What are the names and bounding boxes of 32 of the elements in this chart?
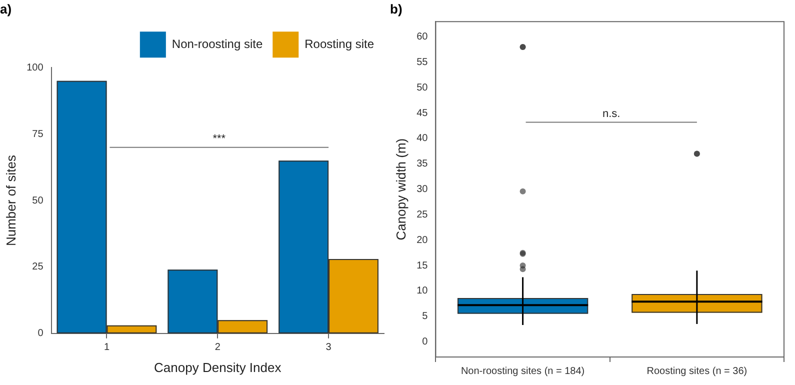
- y-tick-label: 40: [416, 133, 428, 144]
- y-tick-label: 15: [416, 260, 428, 272]
- chart-title: a): [0, 1, 12, 16]
- y-tick-label: 30: [416, 184, 428, 196]
- annotation: n.s.: [602, 108, 620, 120]
- y-axis-title: Number of sites: [3, 154, 18, 246]
- y-tick-label: 55: [416, 57, 428, 68]
- y-tick-label: 5: [422, 311, 428, 322]
- x-axis-title: Canopy Density Index: [154, 360, 282, 375]
- x-tick-label: Roosting sites (n = 36): [646, 366, 748, 377]
- y-tick-label: 0: [38, 328, 44, 340]
- legend-label: Non-roosting site: [172, 36, 263, 51]
- x-tick-label: 2: [214, 342, 221, 354]
- y-tick-label: 50: [416, 82, 428, 94]
- y-tick-label: 0: [422, 336, 428, 348]
- y-tick-label: 45: [416, 108, 428, 119]
- chart-title: b): [390, 1, 402, 16]
- legend-label: Roosting site: [304, 36, 374, 51]
- y-tick-label: 60: [416, 32, 428, 43]
- y-tick-label: 100: [26, 62, 44, 74]
- y-tick-label: 50: [32, 195, 44, 206]
- y-tick-label: 10: [416, 286, 428, 297]
- y-tick-label: 75: [32, 128, 44, 140]
- y-tick-label: 25: [32, 262, 44, 273]
- annotation: ***: [212, 132, 226, 145]
- x-tick-label: Non-roosting sites (n = 184): [460, 366, 585, 377]
- x-tick-label: 3: [326, 342, 332, 354]
- x-tick-label: 1: [104, 342, 110, 354]
- y-axis-title: Canopy width (m): [393, 138, 408, 240]
- y-tick-label: 20: [416, 234, 428, 246]
- y-tick-label: 25: [416, 209, 428, 220]
- y-tick-label: 35: [416, 158, 428, 170]
